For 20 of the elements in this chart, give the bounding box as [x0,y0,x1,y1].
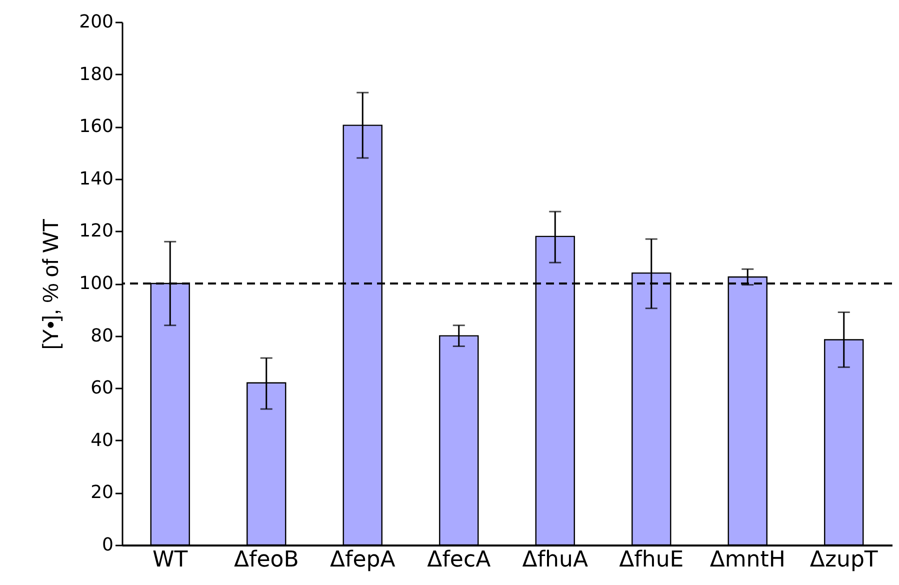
y-tick-label: 80 [90,325,114,346]
x-tick-label: WT [152,548,188,572]
y-tick-label: 60 [90,378,114,399]
x-tick-label: ΔfhuA [522,548,588,572]
y-tick-label: 100 [79,273,114,294]
x-tick-label: ΔfeoB [234,548,299,572]
y-tick-label: 160 [79,116,114,138]
y-tick-label: 140 [79,168,114,190]
y-axis-title: [Y•], % of WT [38,218,64,350]
y-tick-label: 20 [90,482,114,504]
y-tick-label: 200 [79,12,114,32]
y-tick-label: 0 [102,534,114,556]
y-tick-label: 40 [90,430,114,451]
x-tick-label: ΔmntH [710,548,786,572]
x-tick-label: ΔfecA [427,548,491,572]
x-tick-label: ΔzupT [810,548,878,572]
y-tick-label: 120 [79,220,114,242]
x-tick-label: ΔfepA [330,548,396,572]
x-tick-label: ΔfhuE [619,548,684,572]
y-tick-label: 180 [79,64,114,85]
